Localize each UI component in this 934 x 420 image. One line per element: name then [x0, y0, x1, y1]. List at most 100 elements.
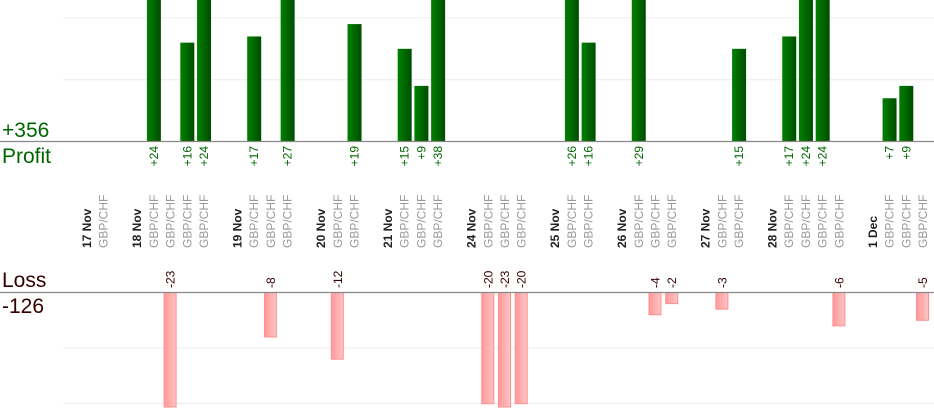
profit-value-label: +15 [732, 146, 746, 167]
loss-bar [514, 292, 528, 405]
profit-value-label: +24 [799, 146, 813, 167]
profit-value-label: +27 [281, 146, 295, 167]
pair-label: GBP/CHF [264, 195, 278, 248]
profit-total: +356 [2, 119, 49, 142]
pair-label: GBP/CHF [197, 195, 211, 248]
profit-value-label: +24 [197, 146, 211, 167]
pair-label: GBP/CHF [281, 195, 295, 248]
pair-label: GBP/CHF [414, 195, 428, 248]
loss-value-label: -20 [481, 270, 495, 288]
loss-bar [481, 292, 495, 405]
pair-label: GBP/CHF [515, 195, 529, 248]
loss-label: Loss [2, 269, 46, 292]
loss-value-label: -4 [648, 277, 662, 288]
pair-label: GBP/CHF [816, 195, 830, 248]
profit-value-label: +15 [398, 146, 412, 167]
pair-label: GBP/CHF [883, 195, 897, 248]
profit-value-label: +19 [348, 146, 362, 167]
pair-label: GBP/CHF [715, 195, 729, 248]
profit-value-label: +16 [582, 146, 596, 167]
loss-bar [916, 292, 929, 321]
date-label: 25 Nov [548, 208, 562, 248]
profit-bar [899, 85, 914, 142]
pair-label: GBP/CHF [180, 195, 194, 248]
loss-value-label: -20 [515, 270, 529, 288]
profit-value-label: +17 [247, 146, 261, 167]
profit-bar [146, 0, 161, 142]
profit-bar [815, 0, 830, 142]
pair-label: GBP/CHF [632, 195, 646, 248]
profit-value-label: +16 [180, 146, 194, 167]
pair-label: GBP/CHF [498, 195, 512, 248]
loss-bar [330, 292, 344, 360]
pair-label: GBP/CHF [348, 195, 362, 248]
pair-label: GBP/CHF [648, 195, 662, 248]
date-label: 28 Nov [766, 208, 780, 248]
profit-value-label: +24 [147, 146, 161, 167]
profit-bar [631, 0, 646, 142]
pair-label: GBP/CHF [97, 195, 111, 248]
pair-label: GBP/CHF [398, 195, 412, 248]
loss-value-label: -6 [832, 277, 846, 288]
loss-bar [498, 292, 511, 408]
profit-value-label: +9 [899, 146, 913, 160]
profit-value-label: +38 [431, 146, 445, 167]
profit-value-label: +29 [632, 146, 646, 167]
loss-total: -126 [2, 295, 44, 318]
loss-bar [263, 292, 277, 338]
date-label: 27 Nov [699, 208, 713, 248]
pair-label: GBP/CHF [916, 195, 930, 248]
pair-label: GBP/CHF [899, 195, 913, 248]
loss-bar [648, 292, 662, 316]
pair-label: GBP/CHF [331, 195, 345, 248]
loss-bar [715, 292, 729, 310]
profit-bar [581, 42, 596, 142]
loss-bar [163, 292, 177, 408]
profit-bar [280, 0, 295, 142]
profit-bar [414, 85, 429, 142]
pair-label: GBP/CHF [732, 195, 746, 248]
date-label: 20 Nov [314, 208, 328, 248]
pair-label: GBP/CHF [431, 195, 445, 248]
pair-label: GBP/CHF [582, 195, 596, 248]
date-label: 26 Nov [615, 208, 629, 248]
profit-bar [732, 48, 747, 142]
date-label: 24 Nov [465, 208, 479, 248]
loss-value-label: -2 [665, 277, 679, 288]
pair-label: GBP/CHF [782, 195, 796, 248]
pair-label: GBP/CHF [799, 195, 813, 248]
loss-value-label: -23 [164, 270, 178, 288]
pair-label: GBP/CHF [164, 195, 178, 248]
pair-label: GBP/CHF [147, 195, 161, 248]
pair-label: GBP/CHF [481, 195, 495, 248]
profit-bar [247, 36, 262, 142]
loss-value-label: -8 [264, 277, 278, 288]
pair-label: GBP/CHF [565, 195, 579, 248]
profit-value-label: +24 [816, 146, 830, 167]
loss-bar [665, 292, 679, 305]
loss-value-label: -12 [331, 270, 345, 288]
pair-label: GBP/CHF [247, 195, 261, 248]
profit-bar [347, 24, 362, 142]
profit-bar [197, 0, 212, 142]
date-label: 21 Nov [381, 208, 395, 248]
loss-value-label: -23 [498, 270, 512, 288]
date-label: 19 Nov [230, 208, 244, 248]
profit-bar [798, 0, 813, 142]
profit-bar [782, 36, 797, 142]
profit-value-label: +26 [565, 146, 579, 167]
profit-value-label: +9 [414, 146, 428, 160]
date-label: 17 Nov [80, 208, 94, 248]
profit-bar [431, 0, 446, 142]
loss-value-label: -3 [715, 277, 729, 288]
profit-bar [180, 42, 195, 142]
loss-value-label: -5 [916, 277, 930, 288]
profit-value-label: +17 [782, 146, 796, 167]
profit-bar [882, 98, 897, 142]
pair-label: GBP/CHF [832, 195, 846, 248]
loss-bar [832, 292, 846, 327]
profit-bar [564, 0, 579, 142]
pair-label: GBP/CHF [665, 195, 679, 248]
date-label: 1 Dec [866, 216, 880, 248]
